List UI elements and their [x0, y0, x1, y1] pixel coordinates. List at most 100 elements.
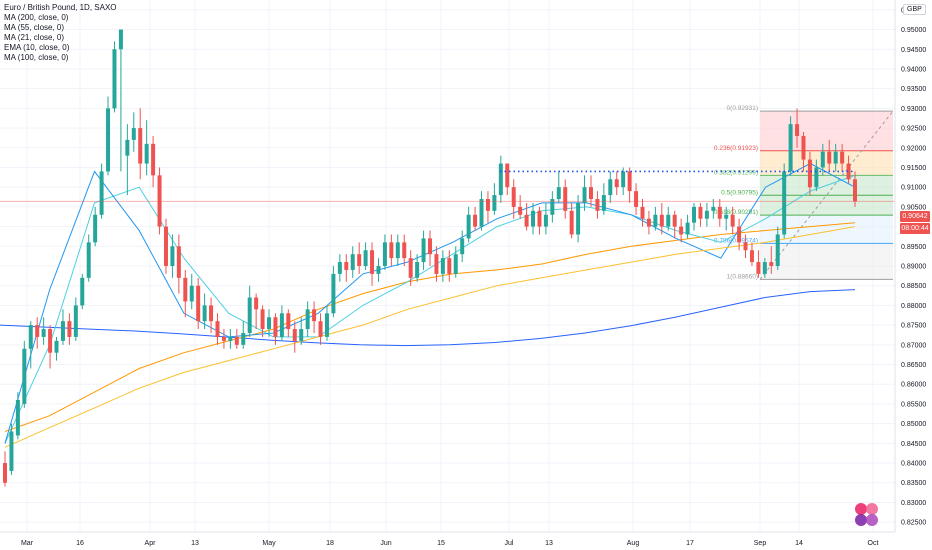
candle[interactable] [48, 325, 53, 369]
candle[interactable] [324, 305, 329, 341]
candle[interactable] [54, 336, 59, 361]
candle[interactable] [151, 135, 156, 188]
symbol-title[interactable]: Euro / British Pound, 1D, SAXO [4, 3, 117, 12]
candle[interactable] [196, 277, 201, 330]
candle[interactable] [286, 309, 291, 337]
candle[interactable] [382, 234, 387, 270]
candle[interactable] [125, 124, 130, 196]
candle[interactable] [640, 199, 645, 227]
candle[interactable] [473, 206, 478, 231]
candle[interactable] [144, 120, 149, 176]
candle[interactable] [646, 210, 651, 235]
candle[interactable] [440, 250, 445, 282]
candle[interactable] [563, 179, 568, 219]
candle[interactable] [3, 451, 7, 487]
candle[interactable] [627, 167, 632, 203]
candle[interactable] [421, 230, 426, 270]
candle[interactable] [260, 305, 265, 337]
candle[interactable] [163, 218, 168, 274]
candle[interactable] [698, 202, 703, 227]
candle[interactable] [389, 234, 394, 266]
time-axis[interactable]: Mar 16 Apr 13 May 18 Jun 15 Jul 13 Aug 17 Sep 14 Oct [21, 540, 879, 547]
candle[interactable] [234, 329, 239, 349]
candle[interactable] [788, 116, 793, 176]
candle[interactable] [241, 321, 246, 349]
candle[interactable] [344, 254, 349, 282]
candlestick-series[interactable] [3, 29, 857, 487]
candle[interactable] [67, 313, 72, 345]
candle[interactable] [492, 183, 497, 215]
candle[interactable] [189, 273, 194, 310]
candle[interactable] [634, 183, 639, 215]
candle[interactable] [183, 269, 188, 318]
candle[interactable] [814, 159, 819, 192]
candle[interactable] [99, 163, 104, 219]
candle[interactable] [305, 301, 310, 337]
candle[interactable] [370, 242, 375, 286]
candle[interactable] [376, 258, 381, 282]
fibonacci-retracement[interactable]: 0(0.92931) 0.236(0.91923) 0.382(0.91299) 0.… [714, 105, 894, 280]
candle[interactable] [460, 230, 465, 263]
candle[interactable] [408, 250, 413, 286]
candle[interactable] [685, 214, 690, 239]
candle[interactable] [595, 191, 600, 219]
candle[interactable] [247, 285, 252, 337]
candle[interactable] [15, 392, 20, 440]
currency-label[interactable]: GBP [903, 4, 926, 15]
candle[interactable] [692, 202, 697, 231]
candle[interactable] [717, 199, 722, 227]
candle[interactable] [9, 423, 14, 475]
candle[interactable] [221, 329, 226, 349]
candle[interactable] [737, 218, 742, 251]
candle[interactable] [550, 191, 555, 223]
candle[interactable] [505, 163, 510, 196]
candle[interactable] [846, 155, 851, 184]
candle[interactable] [453, 246, 458, 278]
candle[interactable] [576, 195, 581, 243]
candle[interactable] [485, 191, 490, 223]
candle[interactable] [801, 132, 806, 172]
candle[interactable] [350, 246, 355, 278]
candle[interactable] [827, 139, 832, 172]
candle[interactable] [582, 175, 587, 211]
candle[interactable] [202, 293, 207, 330]
candle[interactable] [299, 317, 304, 345]
candle[interactable] [833, 143, 838, 172]
candle[interactable] [498, 155, 503, 203]
candle[interactable] [331, 266, 336, 318]
candle[interactable] [556, 171, 561, 203]
candle[interactable] [466, 206, 471, 243]
candle[interactable] [724, 206, 729, 231]
candle[interactable] [60, 309, 65, 345]
candle[interactable] [176, 234, 181, 294]
candle[interactable] [679, 218, 684, 243]
candle[interactable] [292, 321, 297, 353]
candle[interactable] [820, 143, 825, 176]
candle[interactable] [318, 313, 323, 345]
legend-ma100[interactable]: MA (100, close, 0) [4, 53, 69, 62]
candle[interactable] [279, 305, 284, 341]
candle[interactable] [28, 321, 33, 369]
tradingview-logo-icon[interactable] [852, 500, 882, 528]
candle[interactable] [795, 108, 800, 148]
legend-ma55[interactable]: MA (55, close, 0) [4, 23, 65, 32]
candle[interactable] [228, 329, 233, 349]
candle[interactable] [531, 202, 536, 235]
candle[interactable] [769, 246, 774, 274]
price-axis[interactable]: 0.955000.950000.945000.940000.935000.930… [901, 7, 926, 526]
candle[interactable] [730, 206, 735, 235]
candle[interactable] [601, 183, 606, 215]
candle[interactable] [749, 242, 754, 266]
candle[interactable] [653, 206, 658, 231]
candle[interactable] [447, 250, 452, 282]
candle[interactable] [363, 242, 368, 270]
candle[interactable] [672, 210, 677, 239]
legend-ema10[interactable]: EMA (10, close, 0) [4, 43, 70, 52]
candle[interactable] [415, 254, 420, 282]
candle[interactable] [118, 29, 123, 172]
candle[interactable] [621, 167, 626, 196]
candle[interactable] [93, 206, 98, 247]
candle[interactable] [840, 143, 845, 172]
candle[interactable] [106, 96, 111, 176]
